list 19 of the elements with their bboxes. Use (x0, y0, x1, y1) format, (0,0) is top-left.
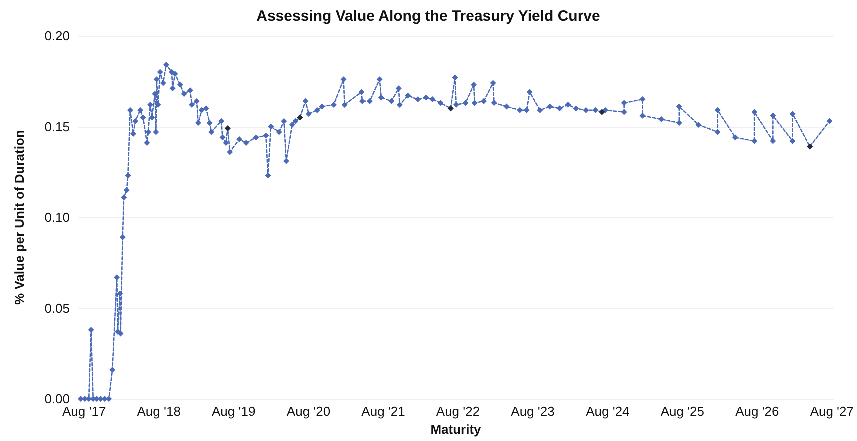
y-axis-title: % Value per Unit of Duration (12, 130, 27, 305)
x-tick-label: Aug '20 (286, 404, 331, 420)
x-axis-title: Maturity (430, 422, 482, 437)
x-tick-label: Aug '25 (660, 404, 705, 420)
x-tick-label: Aug '17 (62, 404, 106, 420)
y-tick-label: 0.20 (44, 28, 70, 44)
y-tick-label: 0.15 (44, 119, 70, 134)
x-tick-label: Aug '24 (586, 404, 630, 420)
y-tick-label: 0.00 (44, 392, 70, 407)
x-tick-label: Aug '27 (810, 404, 854, 420)
x-tick-label: Aug '18 (137, 404, 181, 420)
x-tick-label: Aug '21 (362, 404, 406, 420)
x-tick-label: Aug '26 (736, 404, 780, 420)
y-tick-label: 0.05 (44, 300, 70, 316)
x-tick-label: Aug '23 (511, 404, 555, 420)
y-tick-label: 0.10 (44, 210, 70, 226)
x-tick-label: Aug '19 (212, 404, 256, 420)
x-tick-label: Aug '22 (436, 404, 480, 420)
chart-title: Assessing Value Along the Treasury Yield Curve (256, 8, 600, 25)
